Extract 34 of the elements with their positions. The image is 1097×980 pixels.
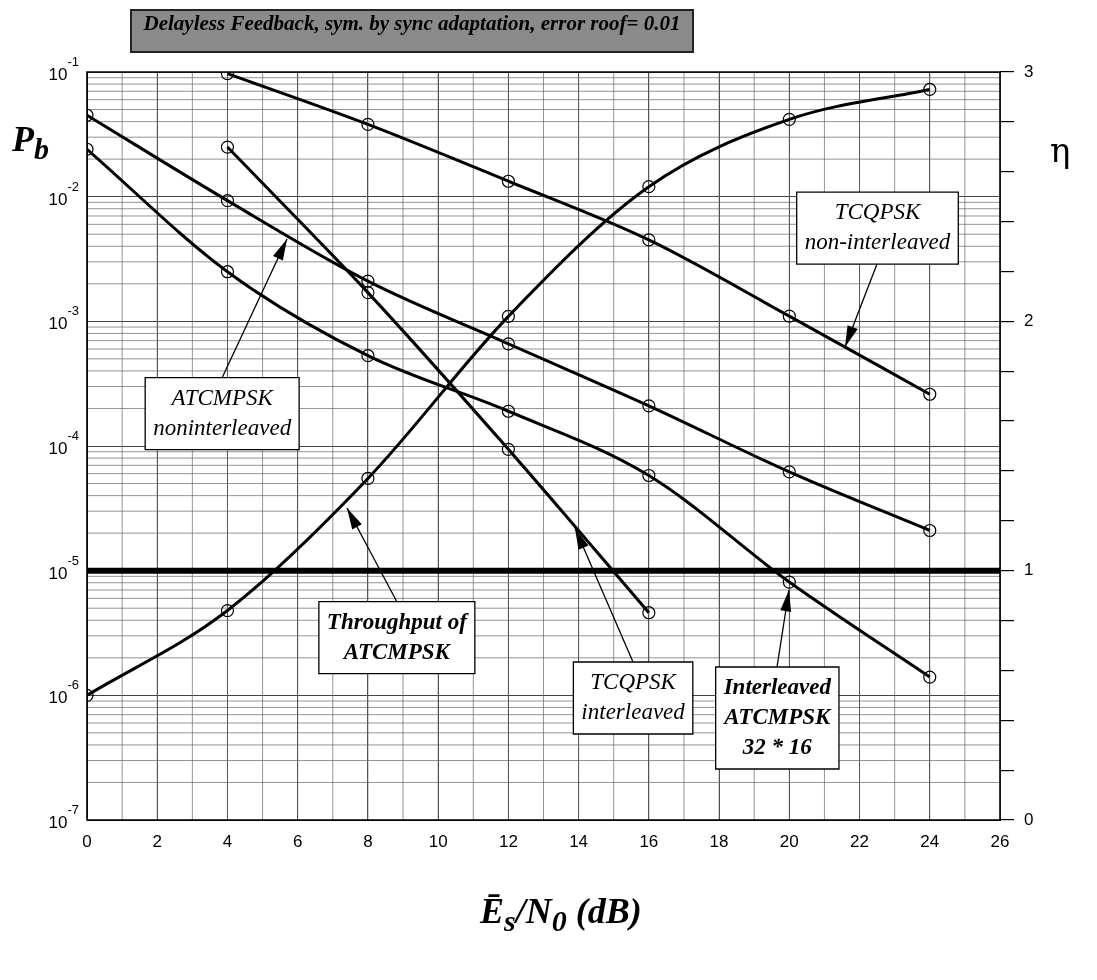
annotation: TCQPSK non-interleaved — [804, 199, 951, 255]
chart-title: Delayless Feedback, sym. by sync adaptation, error roof= 0.01 — [130, 9, 694, 53]
x-axis-title: Ē$_{s}$/N$_{0}$ (dB) — [480, 890, 642, 939]
annotation: TCQPSK interleaved — [581, 669, 686, 725]
y-tick-label: 10-6 — [48, 677, 79, 708]
y-tick-label: 10-3 — [48, 303, 79, 334]
x-tick-label: 14 — [569, 831, 589, 851]
y-tick-label: 10-2 — [48, 178, 79, 209]
y2-tick-label: 2 — [1024, 311, 1034, 331]
x-tick-label: 26 — [990, 831, 1010, 851]
y-tick-label: 10-4 — [48, 428, 79, 458]
x-tick-label: 18 — [709, 831, 729, 851]
x-tick-label: 8 — [363, 831, 373, 851]
x-tick-label: 6 — [292, 831, 303, 851]
x-tick-label: 22 — [850, 831, 869, 851]
x-tick-label: 12 — [498, 831, 518, 851]
y-tick-label: 10-5 — [48, 552, 79, 583]
y-axis-title: P$_{b}$ — [12, 118, 49, 167]
x-tick-label: 24 — [920, 831, 940, 851]
x-tick-label: 16 — [639, 831, 659, 851]
x-tick-label: 2 — [152, 831, 162, 851]
x-tick-label: 0 — [82, 831, 92, 851]
annotation: ATCMPSK noninterleaved — [153, 384, 292, 440]
y2-tick-label: 1 — [1024, 560, 1034, 580]
y2-tick-label: 3 — [1024, 61, 1034, 81]
annotation: Throughput of ATCMPSK — [326, 608, 470, 664]
x-tick-label: 10 — [428, 831, 448, 851]
y-tick-label: 10-7 — [48, 802, 79, 832]
annotation: Interleaved ATCMPSK 32 * 16 — [722, 673, 833, 759]
x-tick-label: 20 — [779, 831, 799, 851]
y2-tick-label: 0 — [1024, 809, 1034, 829]
x-tick-label: 4 — [222, 831, 233, 851]
y-tick-label: 10-1 — [48, 54, 79, 84]
y2-axis-title: η — [1050, 130, 1071, 170]
